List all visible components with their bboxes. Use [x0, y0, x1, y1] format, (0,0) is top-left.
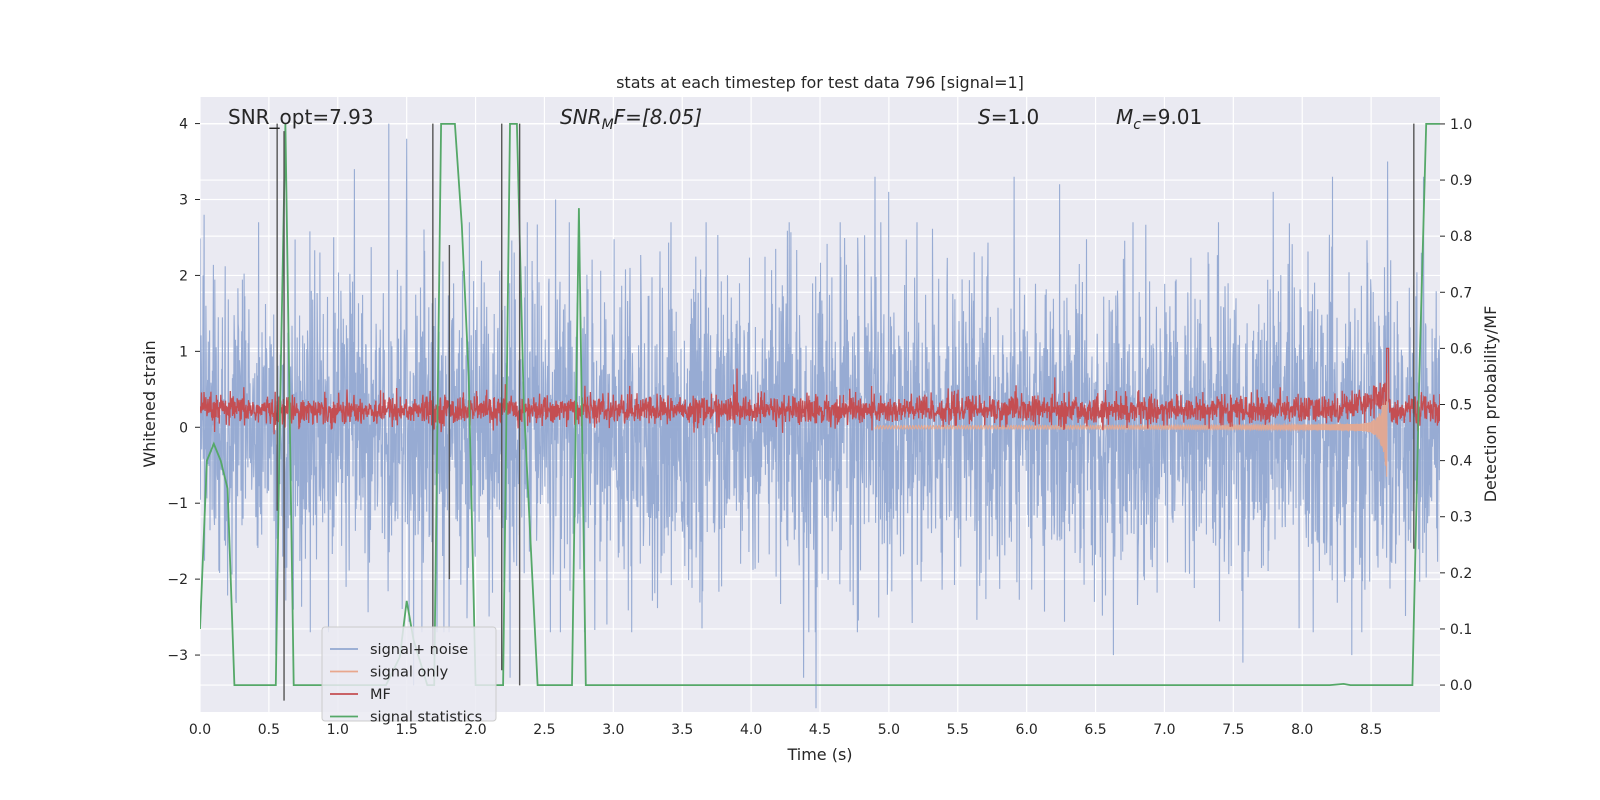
x-tick-label: 6.5 — [1084, 722, 1106, 738]
y-tick-label: −2 — [167, 572, 188, 588]
y2-tick-label: 0.3 — [1450, 510, 1472, 526]
mc-sub: c — [1133, 117, 1141, 133]
s-var: S — [978, 105, 991, 129]
y-tick-label: 2 — [179, 268, 188, 284]
x-tick-label: 4.5 — [809, 722, 831, 738]
x-tick-label: 1.0 — [327, 722, 349, 738]
s-annotation: S=1.0 — [978, 105, 1039, 129]
y2-tick-label: 0.1 — [1450, 622, 1472, 638]
y2-tick-label: 0.7 — [1450, 285, 1472, 301]
legend-box — [321, 626, 497, 722]
x-tick-label: 5.5 — [947, 722, 969, 738]
legend-label: signal only — [370, 665, 449, 681]
y-tick-label: 1 — [179, 344, 188, 360]
x-tick-label: 8.0 — [1291, 722, 1313, 738]
legend: signal+ noise signal only MF signal statist… — [321, 626, 497, 726]
mc-var: M — [1116, 105, 1133, 129]
x-tick-label: 1.5 — [396, 722, 418, 738]
y2-tick-label: 0.4 — [1450, 454, 1472, 470]
y2-tick-label: 0.5 — [1450, 398, 1472, 414]
legend-label: MF — [370, 687, 391, 703]
snr-mf-annotation: SNRMF=[8.05] — [560, 105, 702, 133]
y-tick-label: 0 — [179, 420, 188, 436]
y2-tick-label: 0.0 — [1450, 678, 1472, 694]
y-tick-label: 3 — [179, 193, 188, 209]
series-signal-statistics — [200, 123, 1440, 686]
snr-mf-rest: F=[8.05] — [614, 105, 702, 129]
vline-layer — [276, 123, 1415, 701]
y-axis-label: Whitened strain — [140, 340, 159, 467]
x-tick-label: 2.5 — [533, 722, 555, 738]
x-tick-label: 3.0 — [602, 722, 624, 738]
snr-mf-var: SNR — [560, 105, 602, 129]
x-tick-label: 8.5 — [1360, 722, 1382, 738]
y2-tick-label: 0.6 — [1450, 341, 1472, 357]
snr-mf-sub: M — [602, 117, 614, 133]
series-mf — [200, 347, 1440, 435]
y2-tick-label: 1.0 — [1450, 117, 1472, 133]
x-tick-label: 4.0 — [740, 722, 762, 738]
x-tick-label: 5.0 — [878, 722, 900, 738]
legend-label: signal statistics — [370, 710, 482, 726]
x-tick-labels: 0.0 0.5 1.0 1.5 2.0 2.5 3.0 3.5 4.0 4.5 5.0 5.5 6.0 6… — [189, 722, 1382, 738]
x-tick-label: 0.0 — [189, 722, 211, 738]
chart-title: stats at each timestep for test data 796… — [616, 73, 1024, 92]
series-signal-noise — [200, 123, 1440, 709]
series-signal-only — [874, 373, 1388, 477]
y2-axis-label: Detection probability/MF — [1481, 306, 1500, 503]
mc-annotation: Mc=9.01 — [1116, 105, 1202, 133]
y2-tick-label: 0.8 — [1450, 229, 1472, 245]
y-tick-label: −1 — [167, 496, 188, 512]
x-axis-label: Time (s) — [786, 745, 852, 764]
y-tick-label: 4 — [179, 117, 188, 133]
y2-tick-labels: 1.0 0.9 0.8 0.7 0.6 0.5 0.4 0.3 0.2 0.1 0.0 — [1440, 117, 1472, 694]
x-tick-label: 7.0 — [1153, 722, 1175, 738]
mc-val: =9.01 — [1141, 105, 1202, 129]
x-tick-label: 7.5 — [1222, 722, 1244, 738]
y2-tick-label: 0.2 — [1450, 566, 1472, 582]
s-val: =1.0 — [991, 105, 1040, 129]
x-tick-label: 0.5 — [258, 722, 280, 738]
y2-tick-label: 0.9 — [1450, 173, 1472, 189]
snr-opt-annotation: SNR_opt=7.93 — [228, 105, 374, 129]
legend-label: signal+ noise — [370, 642, 468, 658]
x-tick-label: 6.0 — [1016, 722, 1038, 738]
x-tick-label: 3.5 — [671, 722, 693, 738]
x-tick-label: 2.0 — [464, 722, 486, 738]
y-tick-labels: 4 3 2 1 0 −1 −2 −3 — [167, 117, 200, 664]
y-tick-label: −3 — [167, 648, 188, 664]
series-layer — [200, 123, 1440, 709]
